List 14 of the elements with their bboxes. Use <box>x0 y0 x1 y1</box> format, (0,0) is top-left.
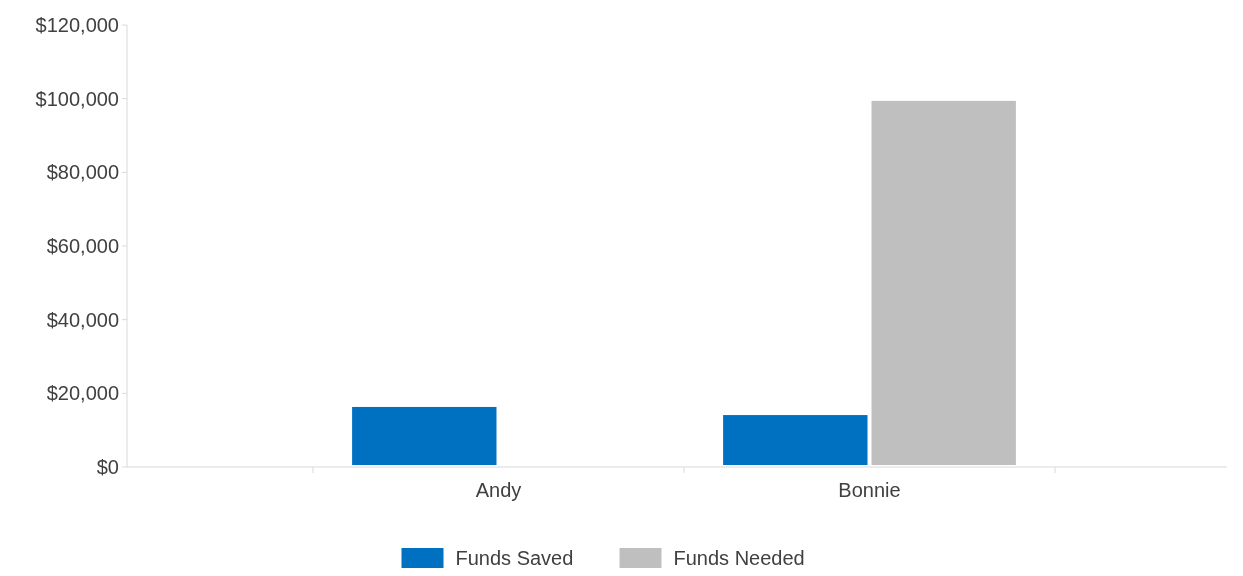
y-tick-label: $0 <box>96 456 119 478</box>
y-tick-label: $100,000 <box>35 87 119 110</box>
bar <box>871 100 1016 465</box>
bar <box>352 406 497 465</box>
y-tick-label: $60,000 <box>46 235 119 257</box>
y-tick-label: $20,000 <box>46 382 119 405</box>
legend-label: Funds Needed <box>673 547 805 569</box>
y-tick-label: $40,000 <box>46 308 119 331</box>
bar <box>723 415 868 465</box>
y-tick-label: $80,000 <box>46 161 119 184</box>
x-tick-label: Bonnie <box>838 479 901 501</box>
y-tick-label: $120,000 <box>35 14 119 36</box>
legend-label: Funds Saved <box>455 547 574 569</box>
x-tick-label: Andy <box>475 479 522 501</box>
